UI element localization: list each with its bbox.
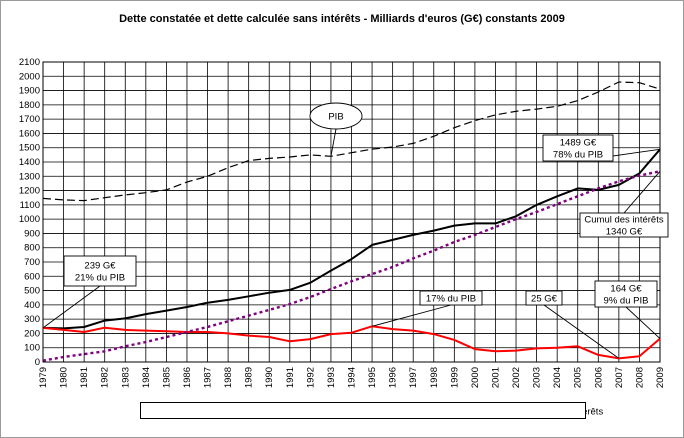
callout-label: 164 G€ [610, 284, 642, 295]
callout-pointer [623, 170, 661, 214]
x-tick-label: 1996 [388, 367, 399, 388]
x-tick-label: 1988 [223, 367, 234, 388]
y-tick-label: 1500 [19, 143, 40, 154]
callout-bubble [309, 102, 363, 130]
x-tick-label: 1997 [408, 367, 419, 388]
x-tick-label: 1984 [141, 367, 152, 388]
x-tick-label: 1980 [59, 367, 70, 388]
x-tick-label: 2004 [552, 367, 563, 388]
x-tick-label: 1991 [285, 367, 296, 388]
y-tick-label: 1900 [19, 86, 40, 97]
x-tick-label: 2005 [573, 367, 584, 388]
callout-label: 25 G€ [531, 294, 558, 305]
y-tick-label: 1600 [19, 128, 40, 139]
y-tick-label: 200 [24, 328, 40, 339]
callout-label: 1340 G€ [606, 227, 643, 238]
callout-label: 239 G€ [84, 261, 116, 272]
y-tick-label: 100 [24, 343, 40, 354]
x-tick-label: 2000 [470, 367, 481, 388]
y-tick-label: 1200 [19, 186, 40, 197]
y-tick-label: 1800 [19, 100, 40, 111]
callout-box [579, 212, 669, 238]
callout-pointer [330, 128, 337, 157]
callout-box [525, 290, 563, 306]
x-tick-label: 1998 [429, 367, 440, 388]
callout-label: Cumul des intérêts [584, 215, 663, 226]
y-tick-label: 1700 [19, 114, 40, 125]
x-tick-label: 2002 [511, 367, 522, 388]
x-tick-label: 2008 [634, 367, 645, 388]
y-tick-label: 2100 [19, 57, 40, 68]
series-line [42, 148, 661, 330]
y-tick-label: 800 [24, 243, 40, 254]
y-tick-label: 1100 [20, 200, 40, 211]
callout-label: PIB [328, 112, 343, 123]
x-tick-label: 2009 [655, 367, 666, 388]
callout-label: 17% du PIB [426, 294, 476, 305]
y-tick-label: 2000 [19, 71, 40, 82]
callout-box [542, 134, 614, 162]
x-tick-label: 1982 [100, 367, 111, 388]
x-tick-label: 1993 [326, 367, 337, 388]
y-tick-label: 1300 [19, 171, 40, 182]
x-tick-label: 2007 [614, 367, 625, 388]
x-tick-label: 1989 [244, 367, 255, 388]
callout-pointer [371, 304, 452, 327]
callout-box [594, 280, 658, 308]
x-tick-label: 2006 [593, 367, 604, 388]
y-tick-label: 700 [24, 257, 40, 268]
callout-box [419, 290, 483, 306]
callout-pointer [543, 304, 620, 359]
x-tick-label: 1987 [203, 367, 214, 388]
y-tick-label: 500 [24, 286, 40, 297]
x-tick-label: 1994 [347, 367, 358, 388]
x-tick-label: 1985 [161, 367, 172, 388]
x-tick-label: 1990 [264, 367, 275, 388]
callout-box [63, 255, 137, 287]
x-tick-label: 1995 [367, 367, 378, 388]
callout-label: 9% du PIB [604, 296, 649, 307]
x-tick-label: 2001 [490, 367, 501, 388]
x-tick-label: 1981 [79, 367, 90, 388]
y-tick-label: 1000 [19, 214, 40, 225]
chart-title: Dette constatée et dette calculée sans i… [119, 13, 565, 25]
callout-label: 1489 G€ [560, 138, 597, 149]
y-tick-label: 300 [24, 314, 40, 325]
series-line [42, 170, 661, 362]
callout-pointer [42, 285, 101, 329]
callout-pointer [625, 306, 661, 339]
plot-border [42, 61, 661, 363]
y-tick-label: 1400 [19, 157, 40, 168]
series-line [42, 81, 661, 202]
x-tick-label: 1999 [449, 367, 460, 388]
x-tick-label: 1979 [38, 367, 49, 388]
x-tick-label: 2003 [532, 367, 543, 388]
x-tick-label: 1983 [120, 367, 131, 388]
chart-legend [140, 402, 586, 419]
callout-label: 78% du PIB [553, 150, 603, 161]
callout-label: 21% du PIB [75, 273, 125, 284]
y-tick-label: 400 [24, 300, 40, 311]
x-tick-label: 1986 [182, 367, 193, 388]
y-tick-label: 900 [24, 228, 40, 239]
y-tick-label: 600 [24, 271, 40, 282]
x-tick-label: 1992 [305, 367, 316, 388]
y-tick-label: 0 [35, 357, 40, 368]
series-line [42, 325, 661, 360]
